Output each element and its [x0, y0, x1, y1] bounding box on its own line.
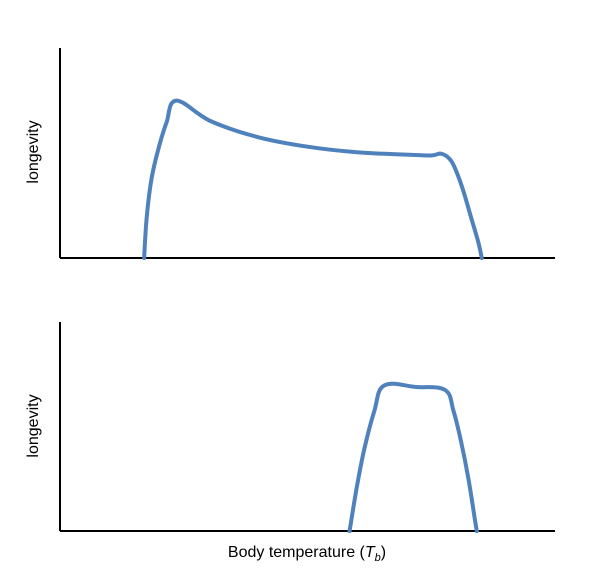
top-panel: longevity — [25, 48, 555, 260]
longevity-curve — [347, 381, 479, 533]
x-axis-label-tail: ) — [381, 544, 386, 561]
y-axis-label: longevity — [25, 394, 42, 457]
x-axis-label-main: Body temperature ( — [228, 544, 366, 561]
bottom-panel: longevity Body temperature (Tb) — [25, 322, 555, 564]
x-axis-label-subscript: b — [375, 552, 381, 564]
y-axis-label: longevity — [25, 120, 42, 183]
x-axis-label-symbol: T — [365, 544, 376, 561]
x-axis-label: Body temperature (Tb) — [228, 544, 386, 564]
longevity-curve — [142, 98, 484, 260]
